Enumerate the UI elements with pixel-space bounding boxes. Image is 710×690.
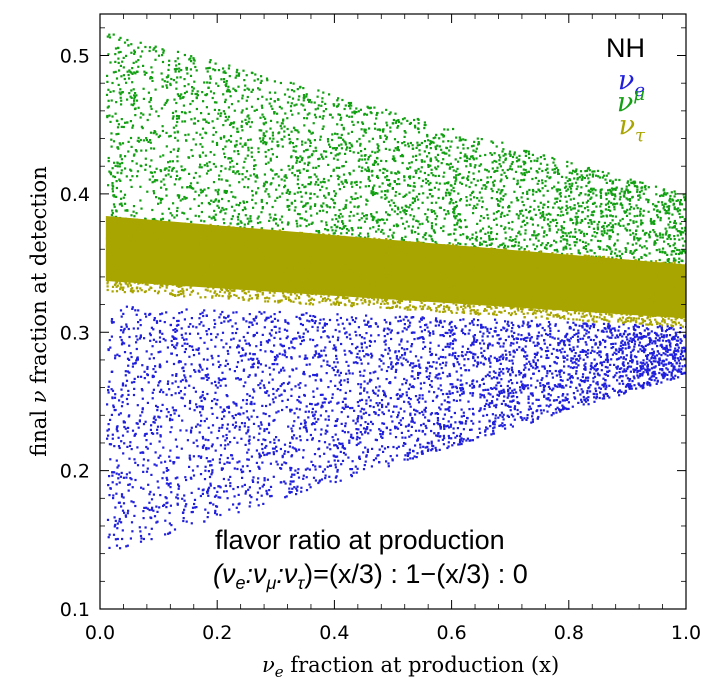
x-tick-label: 1.0 bbox=[671, 622, 701, 644]
x-tick-label: 0.8 bbox=[554, 622, 584, 644]
y-tick-label: 0.5 bbox=[60, 46, 90, 68]
x-axis-label: νe fraction at production (x) bbox=[262, 653, 559, 681]
points-layer bbox=[105, 33, 686, 550]
y-tick-label: 0.4 bbox=[60, 184, 90, 206]
x-tick-label: 0.6 bbox=[436, 622, 466, 644]
legend-title: NH bbox=[606, 33, 645, 63]
series-nu-tau bbox=[105, 216, 686, 328]
legend-entry-nu-mu: νμ bbox=[617, 84, 645, 118]
legend-entry-nu-tau: ντ bbox=[619, 110, 646, 146]
y-tick-label: 0.1 bbox=[60, 599, 90, 621]
y-tick-label: 0.3 bbox=[60, 322, 90, 344]
y-tick-label: 0.2 bbox=[60, 461, 90, 483]
y-axis-label: final ν fraction at detection bbox=[27, 166, 51, 456]
annotation-line-1: flavor ratio at production bbox=[215, 525, 505, 555]
x-tick-label: 0.0 bbox=[85, 622, 115, 644]
legend: NH νe νμ ντ bbox=[606, 33, 646, 146]
axis-ticks: 0.0 0.2 0.4 0.6 0.8 1.0 0.1 0.2 0.3 0.4 0.5 bbox=[60, 14, 701, 644]
series-nu-e bbox=[106, 305, 686, 550]
x-tick-label: 0.2 bbox=[202, 622, 232, 644]
annotation-line-2: (νe:νμ:ντ)=(x/3) : 1−(x/3) : 0 bbox=[213, 559, 528, 593]
x-tick-label: 0.4 bbox=[319, 622, 349, 644]
legend-entry-nu-e: νe bbox=[618, 65, 645, 101]
plot-frame bbox=[99, 13, 687, 610]
